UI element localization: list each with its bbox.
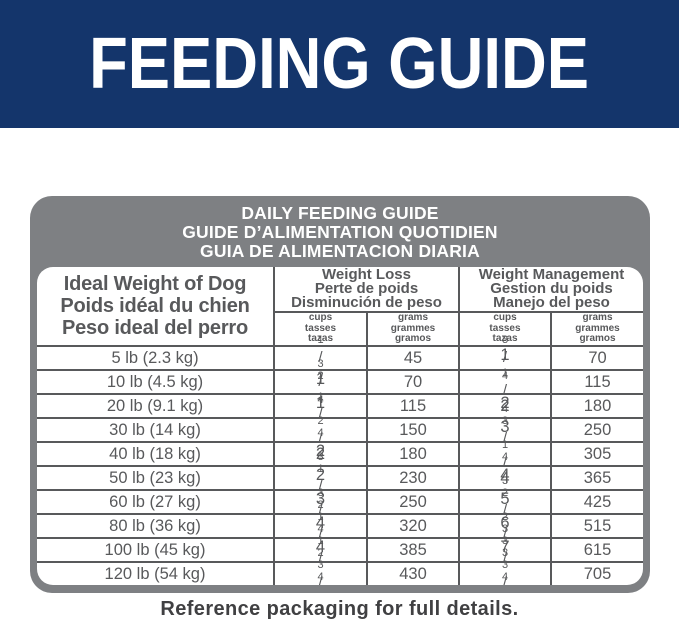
weight-cell: 10 lb (4.5 kg) (37, 369, 275, 393)
weight-mgmt-cups-cell: 4 (460, 465, 552, 489)
weight-loss-grams-cell: 430 (368, 561, 460, 585)
weight-cell: 40 lb (18 kg) (37, 441, 275, 465)
daily-feeding-guide-table: DAILY FEEDING GUIDE GUIDE D’ALIMENTATION… (30, 196, 650, 593)
table-title: DAILY FEEDING GUIDE GUIDE D’ALIMENTATION… (30, 196, 650, 261)
weight-cell: 80 lb (36 kg) (37, 513, 275, 537)
grams-label-en: grams (397, 312, 428, 324)
weight-mgmt-grams-cell: 70 (552, 345, 643, 369)
weight-mgmt-grams-cell: 705 (552, 561, 643, 585)
feeding-table-grid: Ideal Weight of Dog Poids idéal du chien… (37, 267, 643, 585)
ideal-weight-line-fr: Poids idéal du chien (60, 295, 250, 317)
weight-loss-grams-cell: 320 (368, 513, 460, 537)
cups-label-es: tazas (492, 333, 518, 345)
unit-header-weight-loss-grams: grams grammes gramos (368, 311, 460, 345)
weight-mgmt-cups-cell: 1 1/4 (460, 346, 552, 415)
weight-loss-grams-cell: 70 (368, 369, 460, 393)
grams-label-fr: grammes (390, 322, 436, 334)
grams-label-es: gramos (394, 333, 432, 345)
weight-loss-line-en: Weight Loss (322, 267, 411, 283)
weight-cell: 100 lb (45 kg) (37, 537, 275, 561)
weight-loss-grams-cell: 385 (368, 537, 460, 561)
weight-mgmt-cups-cell: 3/4 (460, 334, 552, 382)
weight-loss-cups-cell: 1 2/3 (275, 394, 368, 463)
weight-mgmt-line-en: Weight Management (478, 267, 625, 283)
banner-title: FEEDING GUIDE (89, 24, 590, 104)
weight-mgmt-grams-cell: 615 (552, 537, 643, 561)
weight-loss-cups-cell: 3/4 (275, 358, 368, 406)
column-group-weight-loss: Weight Loss Perte de poids Disminución d… (275, 267, 460, 311)
weight-loss-grams-cell: 45 (368, 345, 460, 369)
footer-note: Reference packaging for full details. (160, 598, 519, 620)
table-title-es: GUIA DE ALIMENTACION DIARIA (200, 241, 480, 261)
weight-loss-grams-cell: 230 (368, 465, 460, 489)
table-body-area: Ideal Weight of Dog Poids idéal du chien… (37, 267, 643, 585)
weight-cell: 60 lb (27 kg) (37, 489, 275, 513)
ideal-weight-line-en: Ideal Weight of Dog (63, 273, 247, 295)
weight-mgmt-grams-cell: 250 (552, 417, 643, 441)
weight-cell: 50 lb (23 kg) (37, 465, 275, 489)
unit-header-weight-mgmt-grams: grams grammes gramos (552, 311, 643, 345)
weight-loss-line-es: Disminución de peso (291, 294, 442, 311)
column-group-weight-management: Weight Management Gestion du poids Manej… (460, 267, 643, 311)
column-header-ideal-weight: Ideal Weight of Dog Poids idéal du chien… (37, 267, 275, 345)
weight-loss-line-fr: Perte de poids (314, 280, 419, 297)
weight-loss-cups-cell: 2 1/2 (275, 442, 368, 511)
weight-mgmt-line-es: Manejo del peso (493, 294, 610, 311)
weight-mgmt-cups-cell: 5 2/3 (460, 490, 552, 559)
weight-mgmt-line-fr: Gestion du poids (490, 280, 613, 297)
weight-loss-grams-cell: 250 (368, 489, 460, 513)
weight-loss-grams-cell: 150 (368, 417, 460, 441)
weight-loss-cups-cell: 2 (275, 441, 368, 465)
weight-loss-cups-cell: 4 1/4 (275, 514, 368, 583)
cups-label-fr: tasses (489, 322, 521, 334)
cups-label-fr: tasses (304, 322, 337, 334)
weight-mgmt-grams-cell: 515 (552, 513, 643, 537)
weight-mgmt-cups-cell: 3 1/3 (460, 418, 552, 487)
weight-mgmt-cups-cell: 7 3/4 (460, 538, 552, 585)
weight-loss-cups-cell: 1/2 (275, 334, 368, 382)
weight-mgmt-cups-cell: 4 2/3 (460, 466, 552, 535)
table-title-en: DAILY FEEDING GUIDE (241, 203, 439, 223)
cups-label-en: cups (493, 312, 517, 324)
unit-header-weight-mgmt-cups: cups tasses tazas (460, 311, 552, 345)
grams-label-fr: grammes (575, 322, 620, 334)
weight-cell: 120 lb (54 kg) (37, 561, 275, 585)
weight-cell: 20 lb (9.1 kg) (37, 393, 275, 417)
weight-mgmt-grams-cell: 115 (552, 369, 643, 393)
cups-label-es: tazas (307, 333, 333, 345)
weight-cell: 30 lb (14 kg) (37, 417, 275, 441)
weight-mgmt-cups-cell: 2 (460, 393, 552, 417)
weight-mgmt-cups-cell: 6 3/4 (460, 514, 552, 583)
table-title-fr: GUIDE D’ALIMENTATION QUOTIDIEN (182, 222, 498, 242)
cups-label-en: cups (308, 312, 333, 324)
weight-cell: 5 lb (2.3 kg) (37, 345, 275, 369)
weight-loss-cups-cell: 4 3/4 (275, 538, 368, 585)
weight-mgmt-grams-cell: 365 (552, 465, 643, 489)
grams-label-es: gramos (579, 333, 616, 345)
weight-mgmt-grams-cell: 180 (552, 393, 643, 417)
weight-mgmt-grams-cell: 425 (552, 489, 643, 513)
weight-mgmt-cups-cell: 2 3/4 (460, 394, 552, 463)
weight-loss-cups-cell: 1 1/4 (275, 370, 368, 439)
weight-loss-cups-cell: 3 1/2 (275, 490, 368, 559)
ideal-weight-line-es: Peso ideal del perro (61, 317, 249, 339)
weight-mgmt-grams-cell: 305 (552, 441, 643, 465)
weight-loss-grams-cell: 115 (368, 393, 460, 417)
feeding-guide-banner: FEEDING GUIDE (0, 0, 679, 128)
weight-loss-cups-cell: 2 3/4 (275, 466, 368, 535)
grams-label-en: grams (582, 312, 613, 324)
unit-header-weight-loss-cups: cups tasses tazas (275, 311, 368, 345)
weight-loss-grams-cell: 180 (368, 441, 460, 465)
